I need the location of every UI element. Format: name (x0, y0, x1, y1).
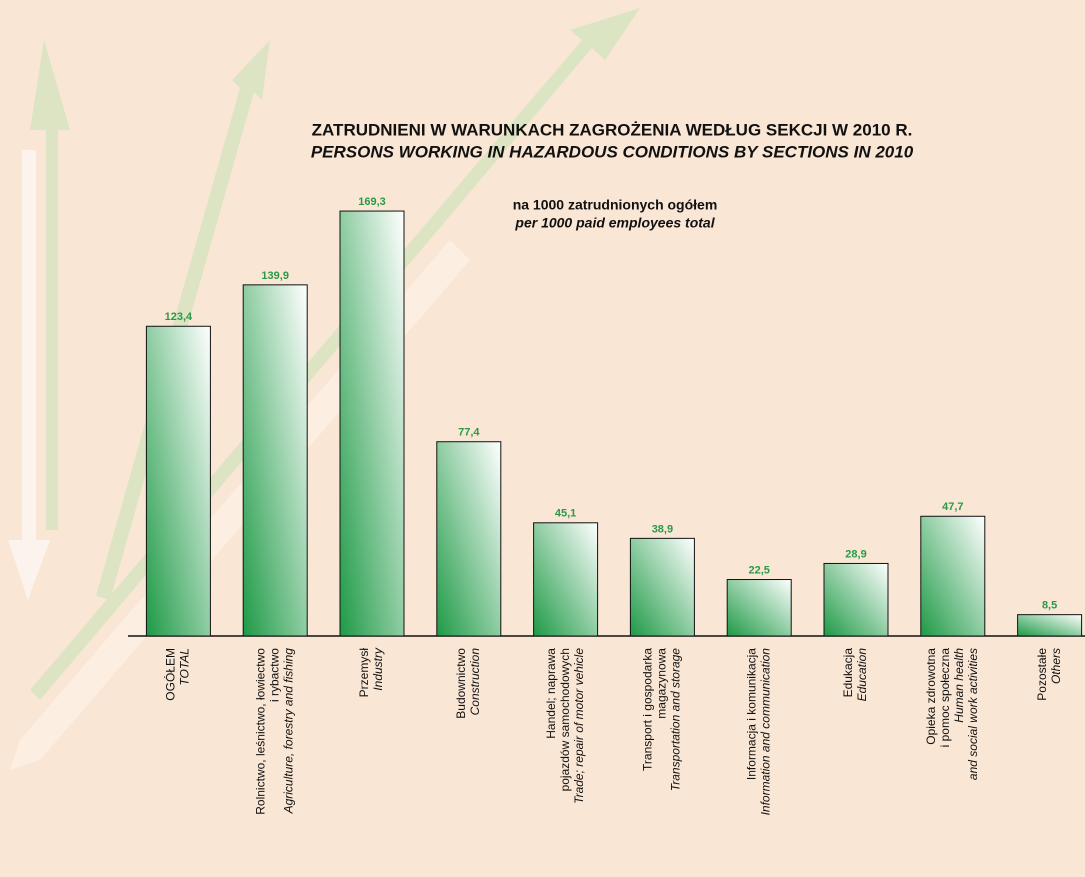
x-tick-label: Construction (468, 648, 482, 716)
bar (824, 563, 888, 636)
x-tick-label: Handel; naprawa (544, 648, 558, 739)
x-tick-label: Human health (952, 648, 966, 723)
x-tick-label: Industry (371, 647, 385, 691)
x-tick-label: Agriculture, forestry and fishing (281, 648, 295, 815)
x-tick-label: and social work activities (966, 648, 980, 780)
bar (534, 523, 598, 636)
x-tick-label: pojazdów samochodowych (558, 648, 572, 791)
x-tick-label: Informacja i komunikacja (744, 648, 758, 780)
chart: ZATRUDNIENI W WARUNKACH ZAGROŻENIA WEDŁU… (0, 0, 1085, 877)
bar (146, 326, 210, 636)
x-tick-label: Opieka zdrowotna (924, 648, 938, 745)
chart-subtitle: na 1000 zatrudnionych ogółem (513, 197, 718, 213)
bar (630, 538, 694, 636)
x-tick-label: Others (1049, 648, 1063, 684)
x-tick-label: Rolnictwo, leśnictwo, łowiectwo (253, 648, 267, 815)
value-label: 47,7 (942, 501, 963, 513)
x-tick-label: Education (855, 648, 869, 702)
bar (1018, 615, 1082, 636)
bar (437, 442, 501, 636)
x-tick-label: i rybactwo (267, 648, 281, 702)
x-tick-label: Transportation and storage (669, 648, 683, 792)
value-label: 28,9 (845, 548, 866, 560)
x-tick-label: Przemysł (357, 648, 371, 698)
x-tick-label: Transport i gospodarka (641, 648, 655, 771)
chart-subtitle-en: per 1000 paid employees total (514, 215, 715, 231)
x-tick-label: TOTAL (178, 648, 192, 686)
value-label: 8,5 (1042, 600, 1057, 612)
x-tick-label: Information and communication (758, 648, 772, 816)
value-label: 139,9 (261, 270, 289, 282)
chart-title: ZATRUDNIENI W WARUNKACH ZAGROŻENIA WEDŁU… (312, 120, 913, 139)
x-tick-label: Budownictwo (454, 648, 468, 719)
x-tick-label: Trade; repair of motor vehicle (572, 648, 586, 804)
value-label: 169,3 (358, 196, 386, 208)
chart-title-en: PERSONS WORKING IN HAZARDOUS CONDITIONS … (311, 142, 914, 161)
x-tick-label: OGÓŁEM (163, 648, 178, 701)
value-label: 77,4 (458, 427, 480, 439)
bar (243, 285, 307, 636)
x-tick-label: i pomoc społeczna (938, 648, 952, 748)
value-label: 38,9 (652, 523, 673, 535)
bar (727, 580, 791, 636)
value-label: 45,1 (555, 508, 576, 520)
x-tick-label: Pozostałe (1035, 648, 1049, 701)
value-label: 123,4 (165, 311, 193, 323)
bar (340, 211, 404, 636)
x-tick-label: magazynowa (655, 648, 669, 719)
x-tick-label: Edukacja (841, 648, 855, 698)
bar (921, 516, 985, 636)
value-label: 22,5 (748, 564, 769, 576)
